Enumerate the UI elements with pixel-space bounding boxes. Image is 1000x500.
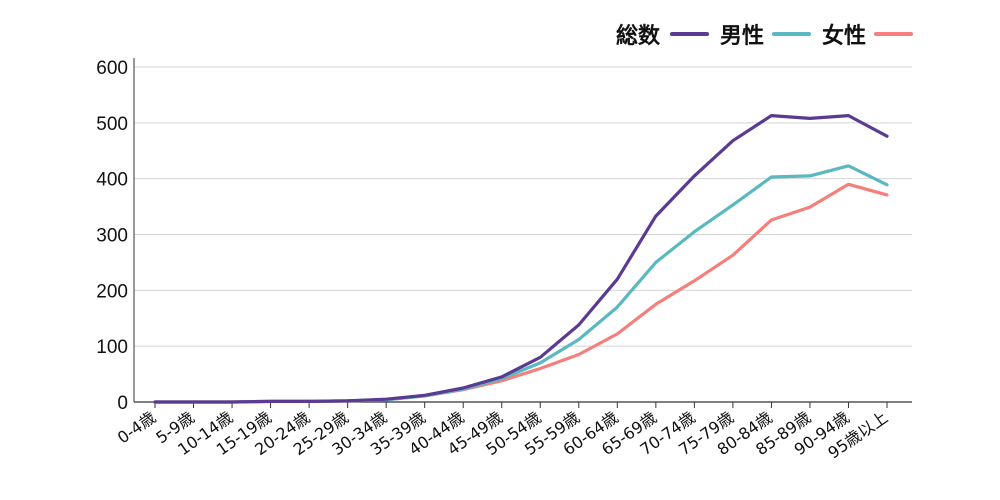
y-axis-ticks: 0 100 200 300 400 500 600 (96, 58, 128, 414)
legend-label: 女性 (822, 23, 866, 49)
grid-lines (134, 66, 912, 347)
y-tick-label: 400 (96, 170, 128, 191)
y-tick-label: 500 (96, 114, 128, 135)
y-tick-label: 200 (96, 281, 128, 302)
legend: 総数 男性 女性 (616, 23, 913, 49)
y-tick-label: 600 (96, 58, 128, 79)
series-lines (153, 113, 889, 404)
y-tick-label: 100 (96, 337, 128, 358)
series-line-0 (153, 113, 889, 404)
x-axis-ticks: 0-4歳5-9歳10-14歳15-19歳20-24歳25-29歳30-34歳35… (114, 402, 891, 462)
y-tick-label: 300 (96, 226, 128, 247)
legend-label: 男性 (720, 24, 764, 49)
legend-label: 総数 (616, 23, 661, 49)
y-tick-label: 0 (117, 393, 128, 414)
